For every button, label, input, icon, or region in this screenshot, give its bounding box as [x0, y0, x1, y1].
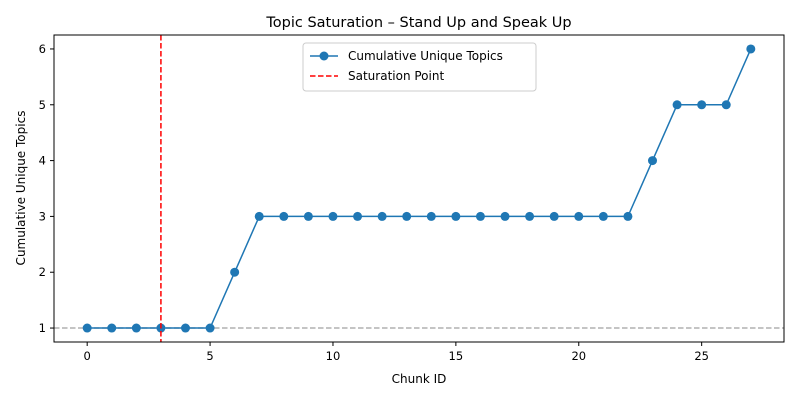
- data-point: [672, 100, 682, 110]
- y-tick-label: 2: [39, 265, 46, 279]
- data-point: [303, 211, 313, 221]
- data-point: [500, 211, 510, 221]
- data-point: [328, 211, 338, 221]
- x-tick-label: 15: [449, 349, 464, 363]
- data-point: [131, 323, 141, 333]
- data-point: [451, 211, 461, 221]
- plot-frame: [53, 34, 785, 343]
- legend-marker-swatch: [319, 51, 329, 61]
- series-line: [87, 48, 752, 329]
- data-point: [230, 267, 240, 277]
- data-point: [82, 323, 92, 333]
- legend-label-series: Cumulative Unique Topics: [348, 49, 503, 63]
- data-point: [475, 211, 485, 221]
- data-point: [107, 323, 117, 333]
- data-point: [623, 211, 633, 221]
- y-tick-label: 6: [39, 42, 46, 56]
- data-point: [549, 211, 559, 221]
- y-tick-label: 1: [39, 321, 46, 335]
- y-tick-label: 4: [39, 154, 46, 168]
- data-point: [180, 323, 190, 333]
- data-point: [426, 211, 436, 221]
- y-tick-label: 5: [39, 98, 46, 112]
- y-tick-label: 3: [39, 209, 46, 223]
- x-tick-label: 20: [571, 349, 586, 363]
- data-point: [377, 211, 387, 221]
- x-tick-label: 10: [326, 349, 341, 363]
- x-tick-label: 25: [694, 349, 709, 363]
- data-point: [721, 100, 731, 110]
- data-point: [279, 211, 289, 221]
- x-axis-label: Chunk ID: [392, 372, 447, 386]
- data-point: [746, 44, 756, 54]
- data-point: [525, 211, 535, 221]
- data-point: [205, 323, 215, 333]
- y-axis-label: Cumulative Unique Topics: [14, 111, 28, 266]
- x-tick-label: 5: [206, 349, 213, 363]
- x-tick-label: 0: [84, 349, 91, 363]
- axes: 0 5 10 15 20 25 1 2 3 4 5 6: [39, 42, 709, 363]
- legend-box: [302, 42, 537, 92]
- plot-area: [54, 35, 784, 342]
- legend: Cumulative Unique Topics Saturation Poin…: [302, 42, 537, 92]
- data-point: [697, 100, 707, 110]
- data-point: [254, 211, 264, 221]
- legend-label-saturation: Saturation Point: [348, 69, 444, 83]
- data-point: [353, 211, 363, 221]
- data-point: [598, 211, 608, 221]
- data-point: [648, 156, 658, 166]
- chart-title: Topic Saturation – Stand Up and Speak Up: [265, 15, 571, 31]
- data-point: [574, 211, 584, 221]
- data-point: [402, 211, 412, 221]
